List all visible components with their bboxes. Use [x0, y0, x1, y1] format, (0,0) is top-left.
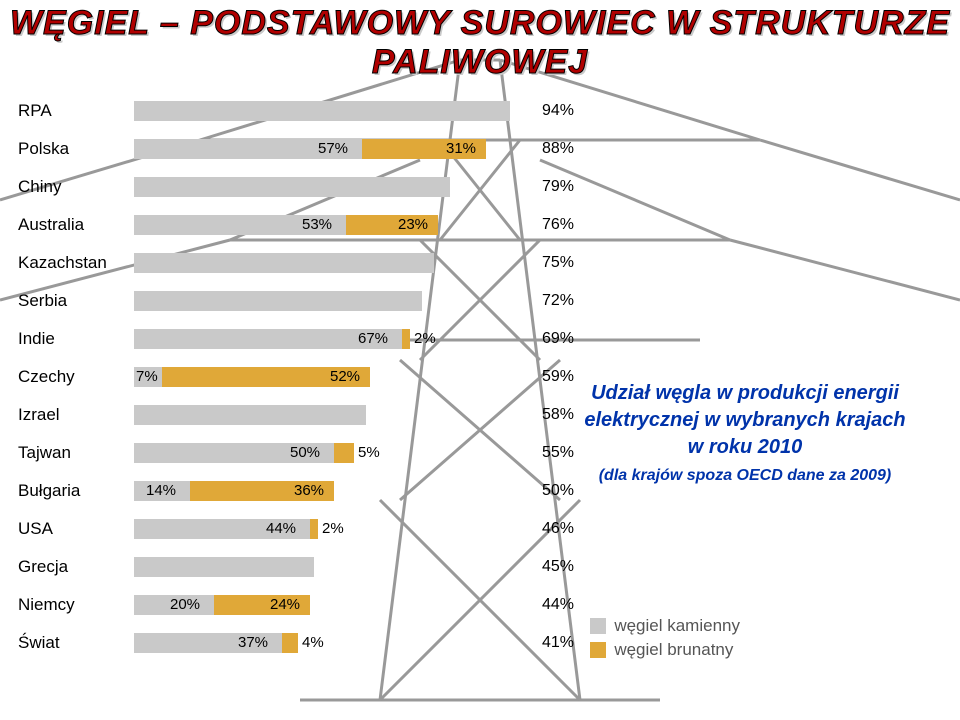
row-label: USA — [18, 519, 134, 539]
row-track — [134, 101, 534, 121]
chart-caption: Udział węgla w produkcji energii elektry… — [570, 380, 920, 488]
chart-row: Czechy7%52%59% — [18, 358, 638, 396]
row-track — [134, 405, 534, 425]
row-track: 50% 5% — [134, 443, 534, 463]
chart-row: Australia 53% 23% 76% — [18, 206, 638, 244]
seg1-value: 57% — [318, 140, 348, 157]
row-track: 7% 52% — [134, 367, 534, 387]
seg1-value: 50% — [290, 444, 320, 461]
seg1-value: 44% — [266, 520, 296, 537]
chart-row: USA 44% 2% 46% — [18, 510, 638, 548]
bar-seg-kamienny — [134, 291, 422, 311]
chart-row: RPA 94% — [18, 92, 638, 130]
row-total: 44% — [534, 596, 602, 614]
chart-row: Tajwan50%5%55% — [18, 434, 638, 472]
bar-seg-brunatny — [334, 443, 354, 463]
legend-swatch — [590, 642, 606, 658]
row-track: 20% 24% — [134, 595, 534, 615]
seg1-value: 7% — [136, 368, 158, 385]
seg2-value: 23% — [398, 216, 428, 233]
row-track — [134, 253, 534, 273]
legend-item: węgiel kamienny — [590, 616, 740, 636]
legend-label: węgiel kamienny — [614, 616, 740, 636]
seg2-value: 24% — [270, 596, 300, 613]
caption-line: elektrycznej w wybranych krajach — [584, 409, 905, 431]
row-track: 57% 31% — [134, 139, 534, 159]
row-label: Czechy — [18, 367, 134, 387]
seg2-value: 4% — [302, 634, 324, 651]
row-label: Australia — [18, 215, 134, 235]
seg1-value: 14% — [146, 482, 176, 499]
chart-row: Serbia 72% — [18, 282, 638, 320]
row-track: 44% 2% — [134, 519, 534, 539]
bar-seg-kamienny — [134, 405, 366, 425]
bar-seg-brunatny — [310, 519, 318, 539]
row-label: Indie — [18, 329, 134, 349]
chart-row: Polska 57% 31% 88% — [18, 130, 638, 168]
chart-row: Świat37%4%41% — [18, 624, 638, 662]
legend-label: węgiel brunatny — [614, 640, 733, 660]
row-total: 46% — [534, 520, 602, 538]
row-label: Izrael — [18, 405, 134, 425]
row-track: 53% 23% — [134, 215, 534, 235]
row-label: Kazachstan — [18, 253, 134, 273]
row-label: Tajwan — [18, 443, 134, 463]
row-track: 14% 36% — [134, 481, 534, 501]
chart-row: Indie 67% 2% 69% — [18, 320, 638, 358]
chart-row: Kazachstan 75% — [18, 244, 638, 282]
row-total: 45% — [534, 558, 602, 576]
seg2-value: 5% — [358, 444, 380, 461]
seg2-value: 31% — [446, 140, 476, 157]
bar-seg-kamienny — [134, 101, 510, 121]
row-track: 67% 2% — [134, 329, 534, 349]
row-label: Serbia — [18, 291, 134, 311]
chart-row: Grecja 45% — [18, 548, 638, 586]
seg1-value: 37% — [238, 634, 268, 651]
row-total: 88% — [534, 140, 602, 158]
caption-subline: (dla krajów spoza OECD dane za 2009) — [599, 467, 892, 484]
caption-line: Udział węgla w produkcji energii — [591, 382, 899, 404]
row-track — [134, 291, 534, 311]
seg2-value: 2% — [414, 330, 436, 347]
row-label: Grecja — [18, 557, 134, 577]
bar-seg-kamienny — [134, 557, 314, 577]
chart-row: Izrael58% — [18, 396, 638, 434]
caption-line: w roku 2010 — [688, 436, 803, 458]
bar-seg-brunatny — [402, 329, 410, 349]
row-total: 76% — [534, 216, 602, 234]
chart-legend: węgiel kamienny węgiel brunatny — [590, 616, 740, 664]
chart-row: Niemcy 20% 24% 44% — [18, 586, 638, 624]
seg1-value: 67% — [358, 330, 388, 347]
row-label: Bułgaria — [18, 481, 134, 501]
seg2-value: 36% — [294, 482, 324, 499]
row-total: 94% — [534, 102, 602, 120]
row-total: 75% — [534, 254, 602, 272]
bar-seg-brunatny — [282, 633, 298, 653]
row-total: 69% — [534, 330, 602, 348]
row-label: RPA — [18, 101, 134, 121]
row-track: 37% 4% — [134, 633, 534, 653]
row-track — [134, 557, 534, 577]
row-total: 72% — [534, 292, 602, 310]
chart-row: Bułgaria14%36%50% — [18, 472, 638, 510]
row-label: Świat — [18, 633, 134, 653]
row-track — [134, 177, 534, 197]
seg2-value: 52% — [330, 368, 360, 385]
seg1-value: 53% — [302, 216, 332, 233]
bar-seg-kamienny — [134, 253, 434, 273]
legend-item: węgiel brunatny — [590, 640, 740, 660]
coal-share-chart: RPA94%Polska57%31%88%Chiny79%Australia53… — [18, 92, 638, 662]
page-title: WĘGIEL – PODSTAWOWY SUROWIEC W STRUKTURZ… — [0, 4, 960, 82]
chart-row: Chiny 79% — [18, 168, 638, 206]
bar-seg-kamienny — [134, 177, 450, 197]
seg2-value: 2% — [322, 520, 344, 537]
row-label: Polska — [18, 139, 134, 159]
row-label: Niemcy — [18, 595, 134, 615]
legend-swatch — [590, 618, 606, 634]
row-label: Chiny — [18, 177, 134, 197]
row-total: 79% — [534, 178, 602, 196]
seg1-value: 20% — [170, 596, 200, 613]
